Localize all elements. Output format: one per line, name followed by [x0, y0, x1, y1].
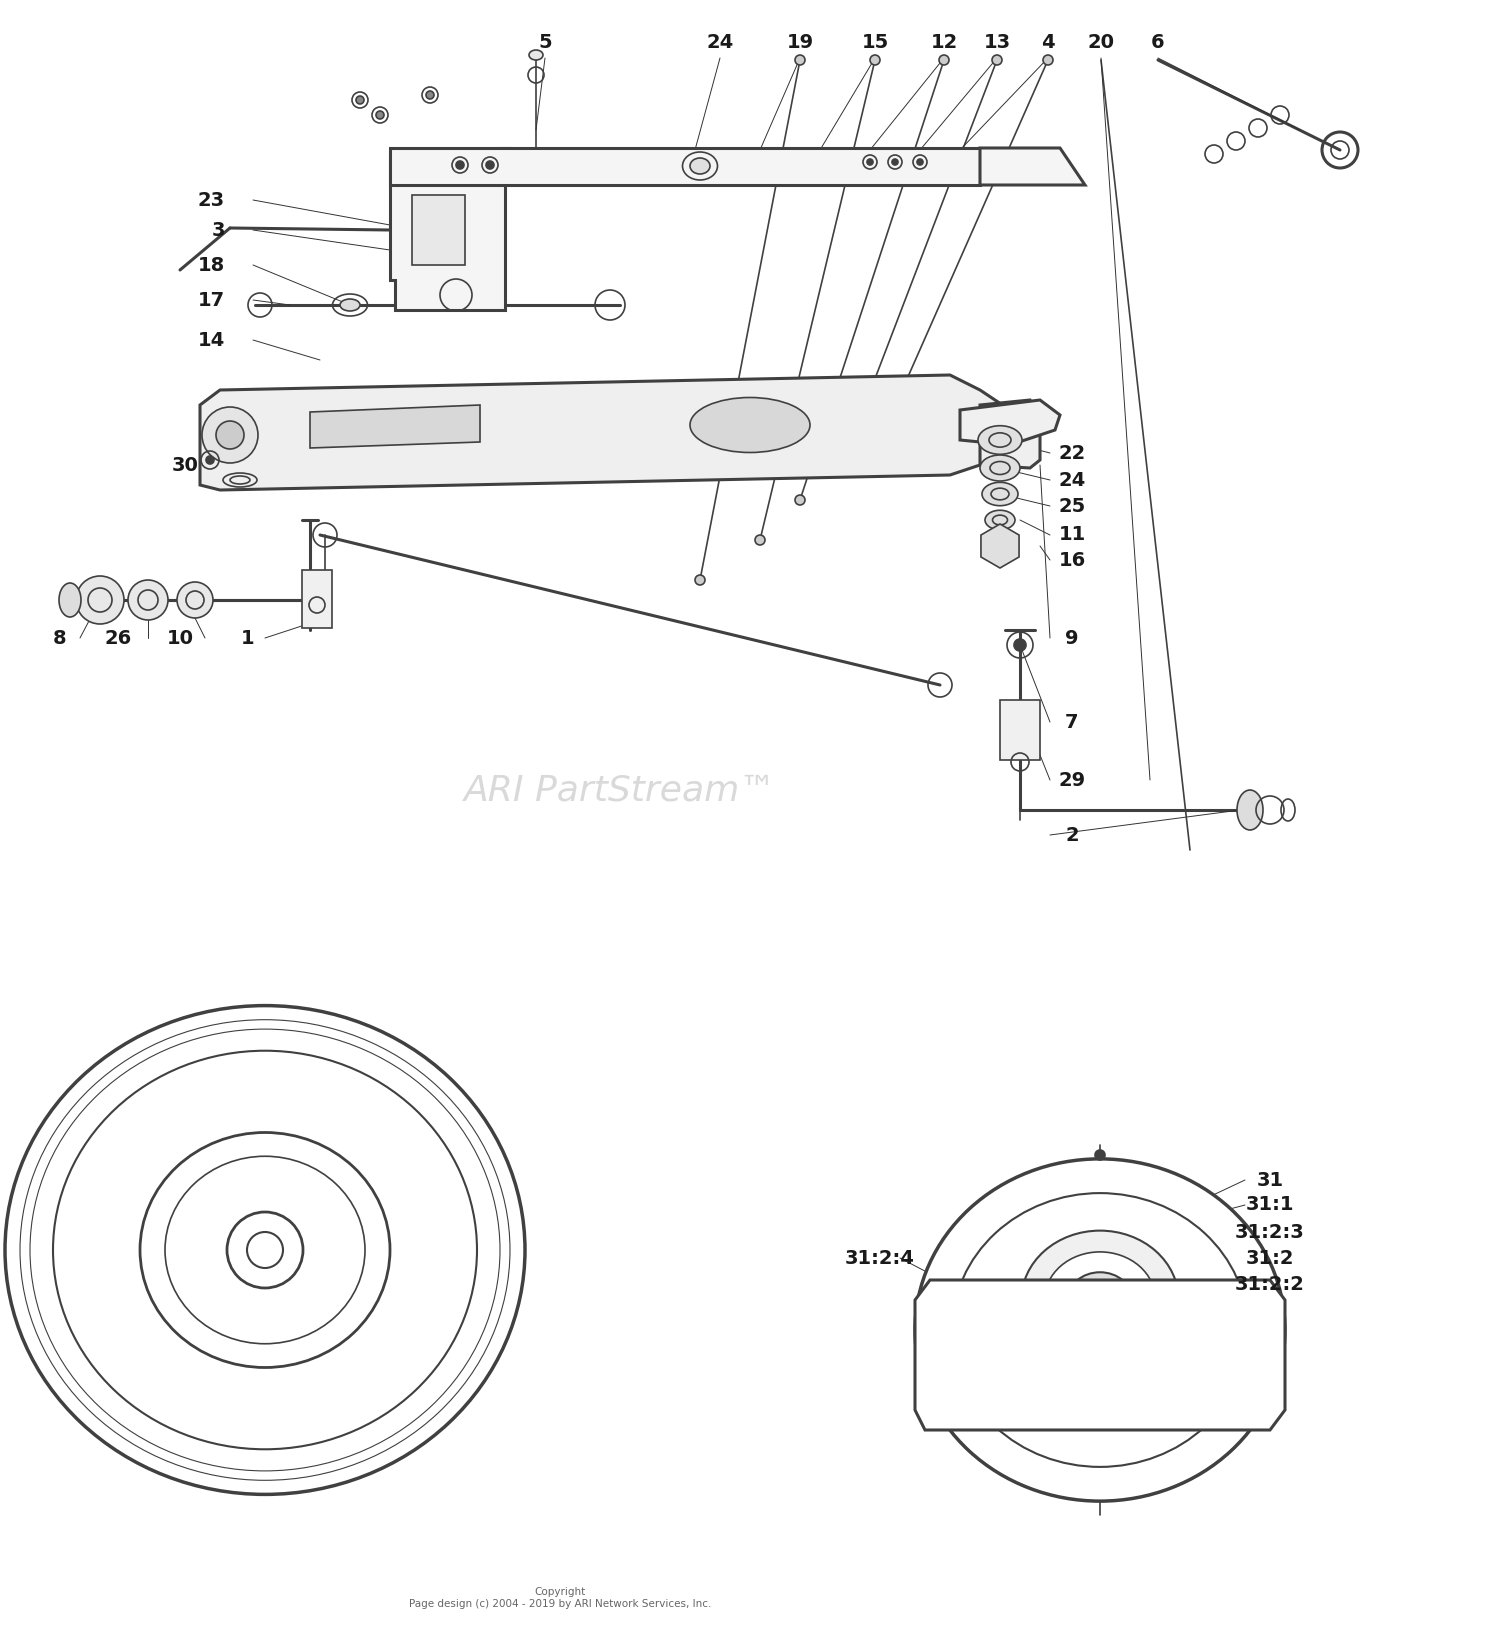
Circle shape — [836, 466, 844, 475]
Polygon shape — [981, 525, 1018, 569]
Ellipse shape — [1068, 1273, 1132, 1328]
Circle shape — [226, 1212, 303, 1288]
Text: Copyright
Page design (c) 2004 - 2019 by ARI Network Services, Inc.: Copyright Page design (c) 2004 - 2019 by… — [410, 1587, 711, 1609]
Circle shape — [76, 577, 125, 624]
Ellipse shape — [1022, 1230, 1179, 1369]
Ellipse shape — [982, 482, 1018, 505]
Text: 24: 24 — [706, 33, 734, 52]
Circle shape — [202, 407, 258, 462]
Polygon shape — [980, 400, 1040, 467]
Circle shape — [177, 582, 213, 618]
Circle shape — [939, 56, 950, 65]
Circle shape — [356, 96, 364, 105]
Circle shape — [394, 162, 406, 173]
Circle shape — [128, 580, 168, 619]
Text: 6: 6 — [1150, 33, 1166, 52]
Circle shape — [992, 56, 1002, 65]
Circle shape — [916, 158, 922, 165]
Ellipse shape — [340, 299, 360, 310]
Circle shape — [754, 534, 765, 546]
Ellipse shape — [58, 583, 81, 618]
Polygon shape — [915, 1279, 1286, 1430]
Ellipse shape — [690, 158, 709, 173]
Text: 20: 20 — [1088, 33, 1114, 52]
Text: 16: 16 — [1059, 551, 1086, 570]
Text: 17: 17 — [198, 291, 225, 309]
Circle shape — [1014, 639, 1026, 650]
Circle shape — [870, 56, 880, 65]
Ellipse shape — [140, 1132, 390, 1368]
Text: 30: 30 — [171, 456, 198, 474]
Polygon shape — [302, 570, 332, 627]
Circle shape — [867, 158, 873, 165]
Text: 7: 7 — [1065, 712, 1078, 732]
Text: 12: 12 — [930, 33, 957, 52]
Text: 1: 1 — [242, 629, 255, 647]
Ellipse shape — [4, 1005, 525, 1495]
Text: 31:2:2: 31:2:2 — [1234, 1276, 1305, 1294]
Text: 22: 22 — [1059, 443, 1086, 462]
Text: 26: 26 — [105, 629, 132, 647]
Text: 9: 9 — [1065, 629, 1078, 647]
Ellipse shape — [1044, 1252, 1155, 1348]
Polygon shape — [413, 194, 465, 265]
Circle shape — [795, 56, 806, 65]
Text: 18: 18 — [198, 255, 225, 275]
Text: 3: 3 — [211, 221, 225, 240]
Polygon shape — [980, 149, 1084, 185]
Text: 4: 4 — [1041, 33, 1054, 52]
Text: 5: 5 — [538, 33, 552, 52]
Ellipse shape — [1238, 789, 1263, 830]
Text: 31:2: 31:2 — [1245, 1248, 1294, 1268]
Polygon shape — [390, 149, 980, 185]
Text: 23: 23 — [198, 191, 225, 209]
Circle shape — [206, 456, 214, 464]
Text: 13: 13 — [984, 33, 1011, 52]
Text: 31: 31 — [1257, 1170, 1284, 1190]
Circle shape — [494, 162, 506, 173]
Circle shape — [456, 162, 464, 168]
Text: 19: 19 — [786, 33, 813, 52]
Text: 11: 11 — [1059, 526, 1086, 544]
Circle shape — [486, 162, 494, 168]
Circle shape — [1042, 56, 1053, 65]
Circle shape — [892, 158, 898, 165]
Circle shape — [874, 435, 885, 444]
Polygon shape — [390, 149, 510, 310]
Text: 14: 14 — [198, 330, 225, 350]
Text: 31:2:4: 31:2:4 — [844, 1248, 915, 1268]
Polygon shape — [1000, 699, 1039, 760]
Text: 10: 10 — [166, 629, 194, 647]
Circle shape — [426, 92, 433, 100]
Text: ARI PartStream™: ARI PartStream™ — [464, 773, 777, 807]
Circle shape — [216, 422, 244, 449]
Ellipse shape — [980, 454, 1020, 480]
Text: 2: 2 — [1065, 825, 1078, 845]
Text: 15: 15 — [861, 33, 888, 52]
Text: 31:1: 31:1 — [1245, 1196, 1294, 1214]
Text: 29: 29 — [1059, 771, 1086, 789]
Circle shape — [1095, 1150, 1106, 1160]
Circle shape — [795, 495, 806, 505]
Text: 25: 25 — [1059, 497, 1086, 515]
Text: 24: 24 — [1059, 471, 1086, 490]
Text: 31:2:3: 31:2:3 — [1234, 1222, 1305, 1242]
Polygon shape — [310, 405, 480, 448]
Polygon shape — [200, 374, 1010, 490]
Polygon shape — [960, 400, 1060, 444]
Text: 8: 8 — [53, 629, 68, 647]
Ellipse shape — [530, 51, 543, 60]
Ellipse shape — [978, 426, 1022, 454]
Ellipse shape — [690, 397, 810, 453]
Circle shape — [694, 575, 705, 585]
Circle shape — [376, 111, 384, 119]
Ellipse shape — [986, 510, 1016, 529]
Ellipse shape — [915, 1159, 1286, 1502]
